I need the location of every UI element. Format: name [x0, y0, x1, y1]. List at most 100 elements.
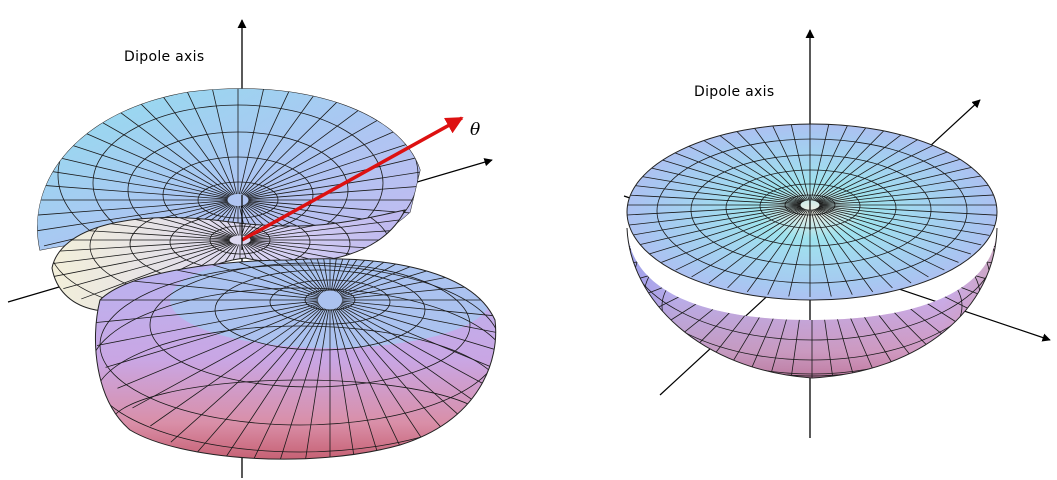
- mesh-line: [193, 258, 324, 293]
- mesh-line: [340, 258, 496, 296]
- mesh-line: [43, 153, 229, 199]
- mesh-line: [242, 204, 344, 255]
- mesh-line: [250, 240, 405, 266]
- mesh-line: [813, 208, 893, 289]
- mesh-line: [638, 164, 802, 204]
- mesh-line: [126, 210, 235, 237]
- mesh-line: [813, 124, 893, 202]
- mesh-line: [56, 139, 230, 198]
- mesh-line: [157, 88, 235, 195]
- left-lower-lobe: [95, 258, 496, 460]
- mesh-line: [661, 207, 803, 263]
- mesh-line: [767, 124, 809, 201]
- mesh-line: [627, 194, 801, 205]
- mesh-line: [332, 258, 388, 291]
- mesh-line: [815, 208, 929, 278]
- mesh-line: [819, 205, 996, 226]
- mesh-line: [817, 147, 959, 203]
- mesh-line: [247, 153, 421, 199]
- mesh-line: [52, 240, 230, 266]
- mesh-line: [238, 88, 266, 195]
- mesh-line: [767, 209, 809, 295]
- mesh-line: [818, 164, 982, 204]
- mesh-line: [246, 139, 420, 198]
- mesh-line: [341, 276, 496, 300]
- mesh-line: [63, 242, 232, 290]
- mesh-line: [817, 207, 971, 255]
- mesh-line: [341, 301, 496, 346]
- mesh-line: [691, 208, 805, 278]
- mesh-line: [816, 207, 945, 271]
- mesh-line: [242, 95, 344, 196]
- mesh-line: [52, 210, 231, 239]
- mesh-line: [241, 205, 319, 255]
- mesh-line: [630, 174, 802, 204]
- mesh-line: [812, 209, 874, 293]
- mesh-line: [244, 104, 367, 196]
- mesh-line: [336, 258, 467, 293]
- mesh-line: [818, 174, 990, 204]
- mesh-line: [339, 305, 496, 409]
- mesh-line: [817, 155, 971, 203]
- theta-label: θ: [470, 120, 481, 140]
- mesh-line: [339, 258, 496, 295]
- mesh-line: [341, 300, 496, 324]
- mesh-line: [95, 300, 319, 324]
- mesh-line: [218, 258, 325, 292]
- mesh-line: [170, 258, 323, 294]
- mesh-line: [218, 308, 325, 460]
- mesh-line: [816, 139, 945, 203]
- mesh-line: [102, 210, 234, 237]
- mesh-line: [812, 124, 874, 201]
- mesh-line: [248, 183, 421, 200]
- right-dipole-axis-label: Dipole axis: [694, 84, 775, 100]
- mesh-line: [150, 258, 322, 295]
- mesh-line: [132, 258, 321, 295]
- mesh-line: [96, 301, 319, 346]
- mesh-line: [81, 242, 233, 300]
- right-dipole-figure: [623, 29, 1051, 438]
- mesh-line: [250, 226, 405, 240]
- mesh-line: [708, 126, 806, 202]
- mesh-line: [300, 258, 329, 291]
- mesh-line: [661, 147, 803, 203]
- mesh-line: [649, 207, 803, 255]
- mesh-line: [152, 210, 236, 237]
- mesh-line: [335, 258, 442, 292]
- mesh-line: [337, 258, 490, 294]
- mesh-line: [333, 258, 416, 292]
- mesh-line: [250, 240, 405, 254]
- mesh-line: [52, 241, 231, 278]
- mesh-line: [193, 307, 324, 457]
- mesh-line: [109, 104, 232, 196]
- mesh-line: [247, 210, 399, 238]
- mesh-line: [649, 155, 803, 203]
- mesh-line: [814, 126, 912, 202]
- mesh-line: [727, 208, 807, 289]
- mesh-line: [71, 126, 230, 197]
- mesh-line: [630, 206, 802, 236]
- mesh-line: [788, 209, 810, 297]
- mesh-line: [37, 168, 228, 199]
- mesh-line: [340, 304, 496, 389]
- mesh-line: [245, 114, 387, 197]
- mesh-line: [105, 302, 319, 368]
- mesh-line: [52, 240, 230, 254]
- mesh-line: [81, 210, 233, 238]
- mesh-line: [170, 306, 323, 443]
- mesh-line: [341, 302, 496, 368]
- mesh-line: [210, 88, 238, 195]
- mesh-line: [818, 206, 982, 246]
- mesh-line: [819, 194, 997, 205]
- mesh-line: [691, 132, 805, 202]
- mesh-line: [746, 124, 808, 201]
- mesh-line: [817, 207, 959, 263]
- mesh-line: [815, 132, 929, 202]
- left-dipole-figure: [7, 19, 497, 478]
- mesh-line: [132, 95, 234, 196]
- mesh-line: [117, 304, 320, 389]
- mesh-line: [727, 124, 807, 202]
- mesh-line: [132, 305, 321, 409]
- mesh-line: [811, 124, 853, 201]
